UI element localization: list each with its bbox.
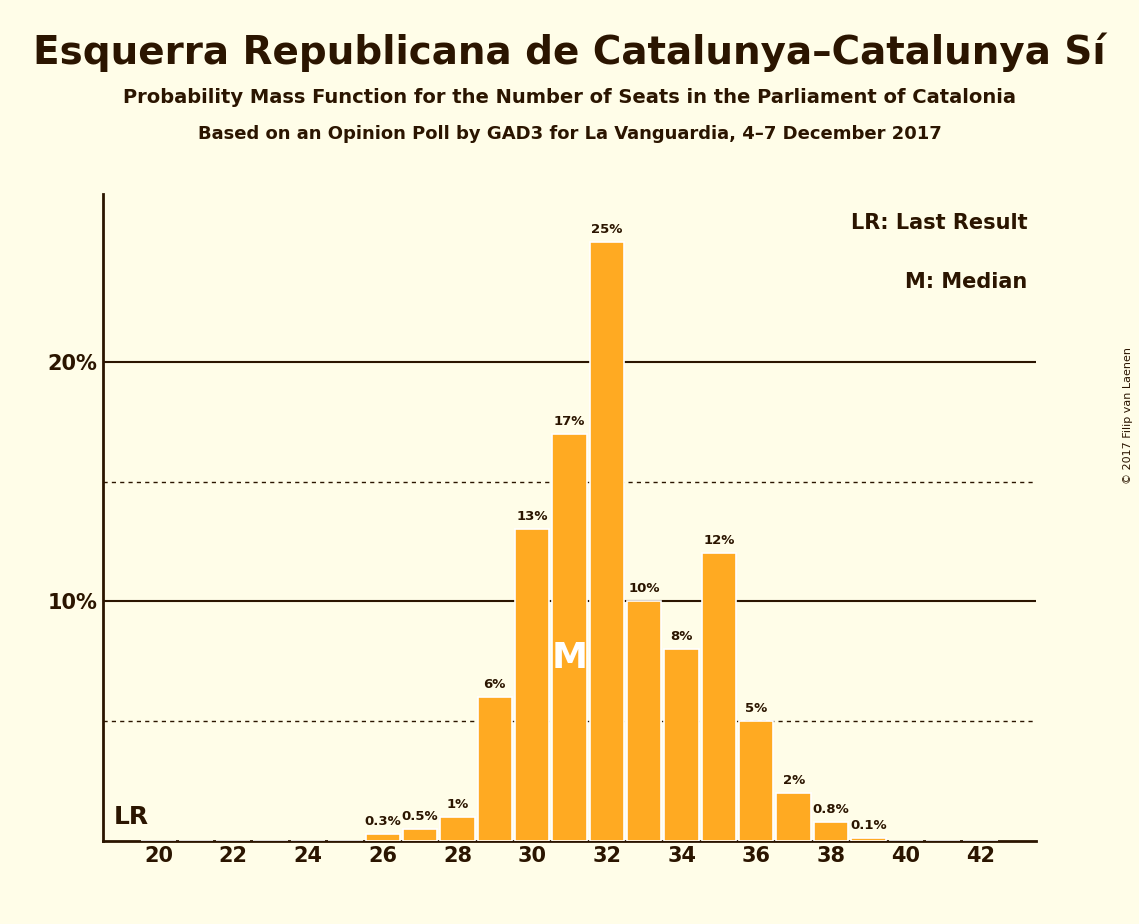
Text: 1%: 1%	[446, 798, 468, 811]
Bar	[814, 821, 849, 841]
Text: © 2017 Filip van Laenen: © 2017 Filip van Laenen	[1123, 347, 1133, 484]
Text: LR: LR	[114, 805, 149, 829]
Bar	[851, 838, 885, 841]
Bar	[477, 697, 511, 841]
Text: 25%: 25%	[591, 223, 623, 236]
Text: 0.8%: 0.8%	[812, 803, 850, 816]
Bar	[590, 242, 624, 841]
Text: 12%: 12%	[703, 534, 735, 547]
Bar	[441, 817, 475, 841]
Text: 8%: 8%	[671, 630, 693, 643]
Text: Probability Mass Function for the Number of Seats in the Parliament of Catalonia: Probability Mass Function for the Number…	[123, 88, 1016, 107]
Bar	[664, 650, 698, 841]
Bar	[366, 833, 400, 841]
Bar	[777, 793, 811, 841]
Text: 2%: 2%	[782, 774, 805, 787]
Text: 0.3%: 0.3%	[364, 815, 401, 828]
Text: 6%: 6%	[484, 678, 506, 691]
Bar	[702, 553, 736, 841]
Bar	[552, 433, 587, 841]
Bar	[628, 602, 662, 841]
Text: 13%: 13%	[516, 510, 548, 523]
Text: 0.1%: 0.1%	[850, 820, 886, 833]
Text: LR: Last Result: LR: Last Result	[851, 213, 1027, 234]
Text: M: Median: M: Median	[904, 272, 1027, 292]
Text: 10%: 10%	[629, 582, 659, 595]
Text: 17%: 17%	[554, 415, 585, 428]
Bar	[515, 529, 549, 841]
Text: Based on an Opinion Poll by GAD3 for La Vanguardia, 4–7 December 2017: Based on an Opinion Poll by GAD3 for La …	[198, 125, 941, 142]
Bar	[403, 829, 437, 841]
Text: M: M	[551, 640, 588, 675]
Text: Esquerra Republicana de Catalunya–Catalunya Sí: Esquerra Republicana de Catalunya–Catalu…	[33, 32, 1106, 72]
Text: 0.5%: 0.5%	[402, 809, 439, 823]
Text: 5%: 5%	[745, 702, 768, 715]
Bar	[739, 721, 773, 841]
